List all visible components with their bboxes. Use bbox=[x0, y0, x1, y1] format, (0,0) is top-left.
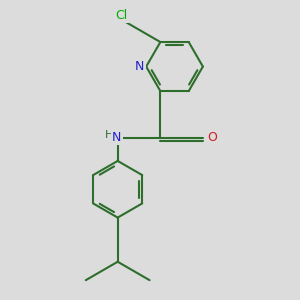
Text: N: N bbox=[112, 131, 122, 144]
Text: N: N bbox=[135, 60, 145, 73]
Text: O: O bbox=[207, 131, 217, 144]
Text: Cl: Cl bbox=[116, 9, 128, 22]
Text: H: H bbox=[105, 130, 113, 140]
